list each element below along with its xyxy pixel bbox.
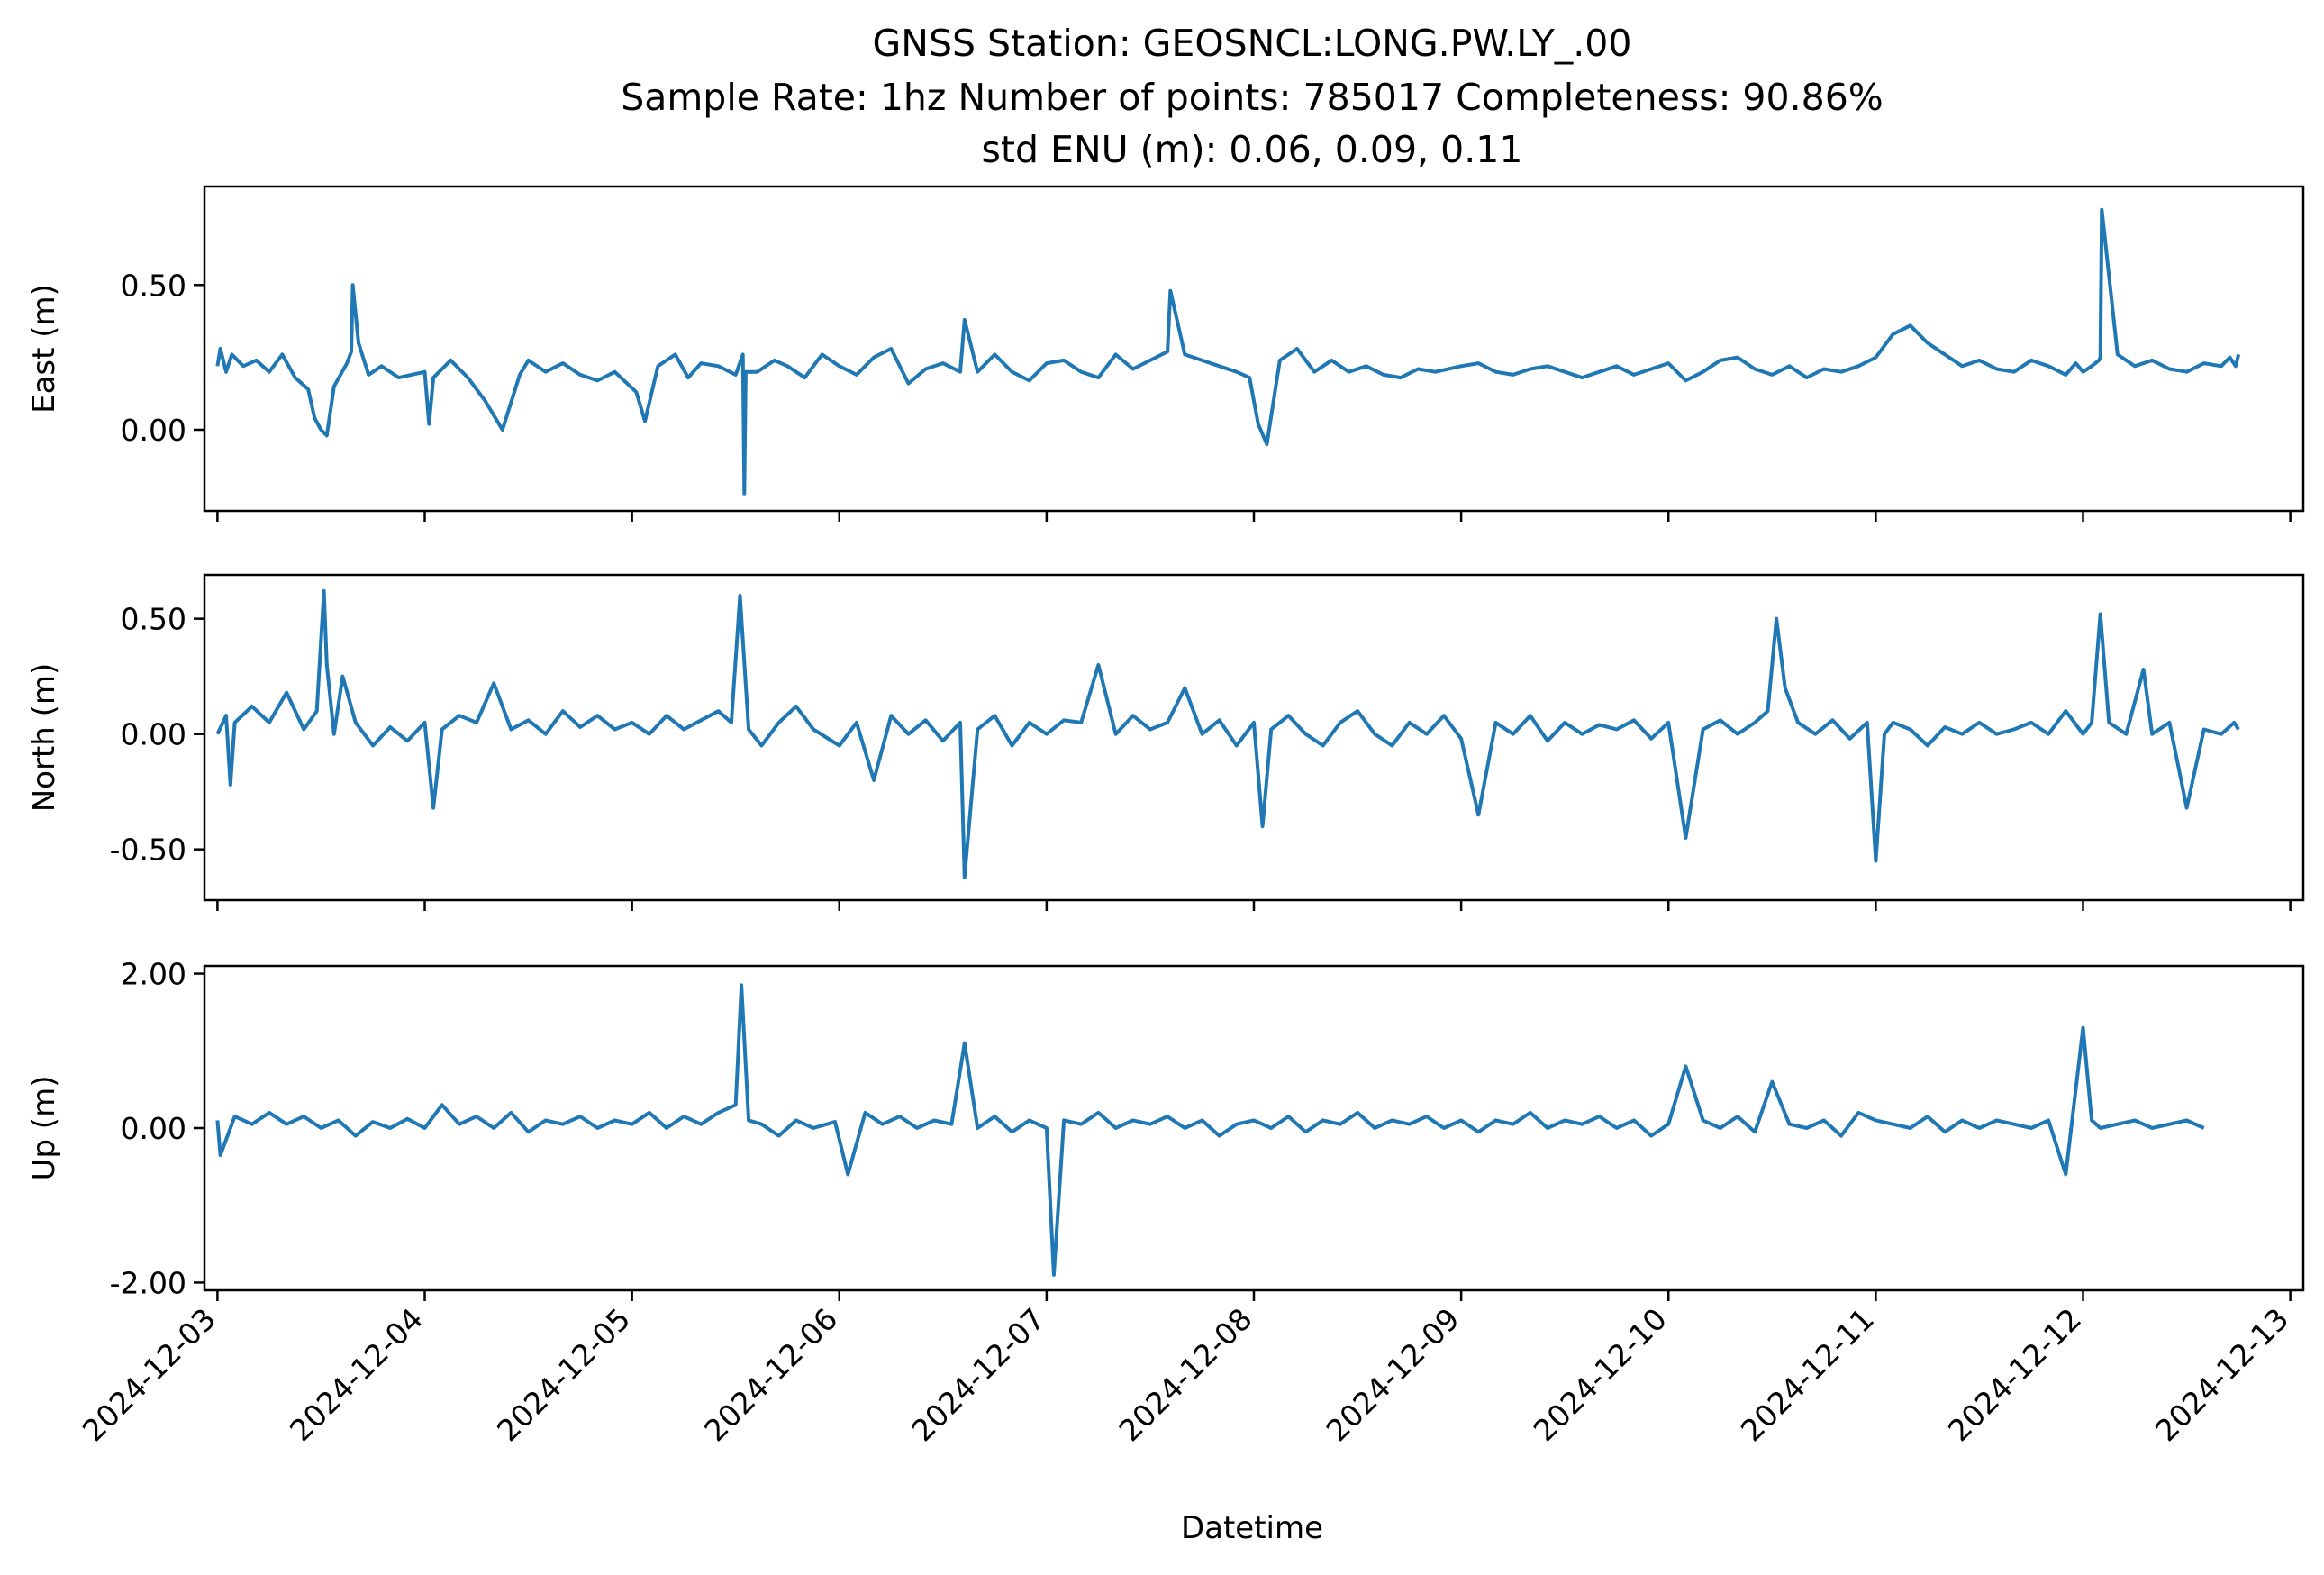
north-x-ticks <box>216 900 2292 911</box>
up-y-ticks: -2.00 0.00 2.00 <box>110 957 204 1300</box>
y-tick-label: 0.00 <box>121 717 186 752</box>
y-tick-label: 0.00 <box>121 1111 186 1146</box>
x-axis-label: Datetime <box>1181 1510 1323 1546</box>
y-tick-label: -2.00 <box>110 1265 186 1300</box>
up-series <box>215 983 2205 1277</box>
figure-title: GNSS Station: GEOSNCL:LONG.PW.LY_.00 Sam… <box>621 22 1884 171</box>
title-line-std: std ENU (m): 0.06, 0.09, 0.11 <box>982 128 1523 171</box>
east-y-label: East (m) <box>26 284 62 414</box>
y-tick-label: 0.50 <box>121 602 186 637</box>
east-x-ticks <box>216 511 2292 522</box>
north-panel: -0.50 0.00 0.50 North (m) <box>26 573 2305 911</box>
y-tick-label: 0.50 <box>121 268 186 303</box>
y-tick-label: 2.00 <box>121 957 186 992</box>
title-line-sampling: Sample Rate: 1hz Number of points: 78501… <box>621 76 1884 119</box>
east-panel: 0.00 0.50 East (m) <box>26 185 2305 522</box>
north-y-label: North (m) <box>26 663 62 813</box>
series-line <box>215 983 2205 1277</box>
series-line <box>215 207 2241 496</box>
north-series <box>215 588 2240 879</box>
east-series <box>215 207 2241 496</box>
title-line-station: GNSS Station: GEOSNCL:LONG.PW.LY_.00 <box>873 22 1632 65</box>
y-tick-label: 0.00 <box>121 413 186 448</box>
north-y-ticks: -0.50 0.00 0.50 <box>110 602 204 868</box>
y-tick-label: -0.50 <box>110 833 186 868</box>
east-y-ticks: 0.00 0.50 <box>121 268 204 448</box>
up-y-label: Up (m) <box>26 1076 62 1181</box>
series-line <box>215 588 2240 879</box>
